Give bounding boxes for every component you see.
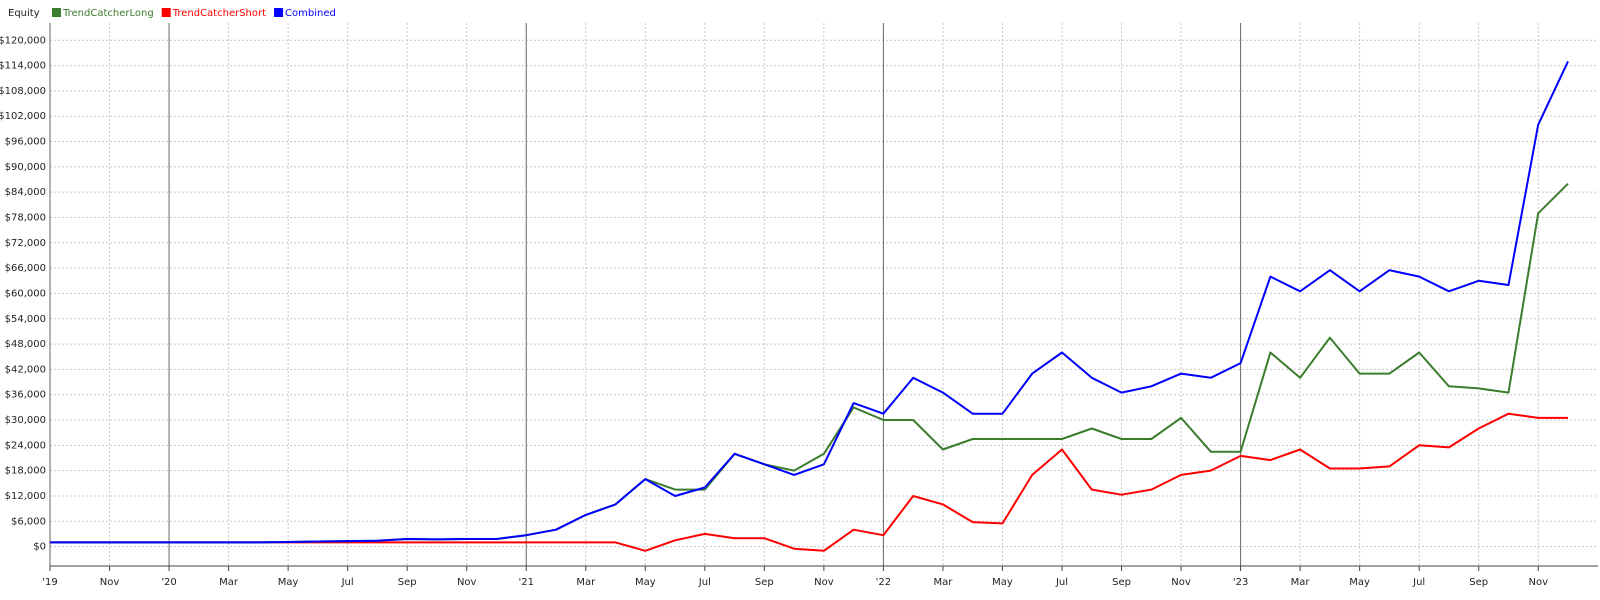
y-tick-label: $12,000	[5, 491, 46, 502]
x-tick-label: Mar	[1291, 577, 1311, 588]
x-tick-label: Jul	[698, 577, 711, 588]
x-tick-label: Mar	[219, 577, 239, 588]
x-tick-label: May	[635, 577, 656, 588]
legend-swatch	[161, 8, 171, 17]
legend-label: TrendCatcherLong	[62, 8, 154, 19]
series-line	[50, 412, 1568, 552]
y-tick-label: $66,000	[5, 263, 46, 274]
x-tick-label: '19	[42, 577, 57, 588]
legend-label: Combined	[285, 8, 336, 19]
legend-label: TrendCatcherShort	[172, 8, 266, 19]
x-tick-label: Nov	[1528, 577, 1548, 588]
x-tick-label: Mar	[576, 577, 596, 588]
y-tick-label: $18,000	[5, 466, 46, 477]
x-tick-label: May	[1349, 577, 1370, 588]
x-tick-label: Nov	[100, 577, 120, 588]
x-tick-label: Jul	[341, 577, 354, 588]
x-tick-label: Sep	[398, 577, 417, 588]
x-tick-label: Nov	[1171, 577, 1191, 588]
x-tick-label: Sep	[1469, 577, 1488, 588]
x-tick-label: Mar	[934, 577, 954, 588]
y-tick-label: $54,000	[5, 314, 46, 325]
x-tick-label: '20	[161, 577, 176, 588]
x-tick-label: Sep	[1112, 577, 1131, 588]
y-tick-label: $78,000	[5, 212, 46, 223]
x-tick-label: '23	[1233, 577, 1248, 588]
y-tick-label: $102,000	[0, 111, 46, 122]
legend-swatch	[274, 8, 284, 17]
y-tick-label: $0	[33, 542, 46, 553]
y-tick-label: $72,000	[5, 238, 46, 249]
x-tick-label: Nov	[457, 577, 477, 588]
y-tick-label: $30,000	[5, 415, 46, 426]
series-line	[50, 182, 1569, 544]
y-tick-label: $96,000	[5, 137, 46, 148]
x-tick-label: Nov	[814, 577, 834, 588]
x-tick-label: May	[278, 577, 299, 588]
legend-title: Equity	[8, 8, 40, 19]
series-line	[50, 60, 1569, 544]
y-tick-label: $84,000	[5, 187, 46, 198]
y-tick-label: $42,000	[5, 364, 46, 375]
y-tick-label: $108,000	[0, 86, 46, 97]
x-tick-label: Jul	[1412, 577, 1425, 588]
y-tick-label: $24,000	[5, 440, 46, 451]
y-tick-label: $60,000	[5, 288, 46, 299]
x-tick-label: May	[992, 577, 1013, 588]
y-tick-label: $48,000	[5, 339, 46, 350]
legend-swatch	[52, 8, 61, 17]
x-tick-label: Sep	[755, 577, 774, 588]
x-tick-label: '21	[518, 577, 533, 588]
y-tick-label: $36,000	[5, 390, 46, 401]
x-tick-label: Jul	[1055, 577, 1068, 588]
y-tick-label: $120,000	[0, 35, 46, 46]
y-tick-label: $90,000	[5, 162, 46, 173]
x-tick-label: '22	[876, 577, 891, 588]
y-tick-label: $6,000	[11, 516, 46, 527]
y-tick-label: $114,000	[0, 61, 46, 72]
